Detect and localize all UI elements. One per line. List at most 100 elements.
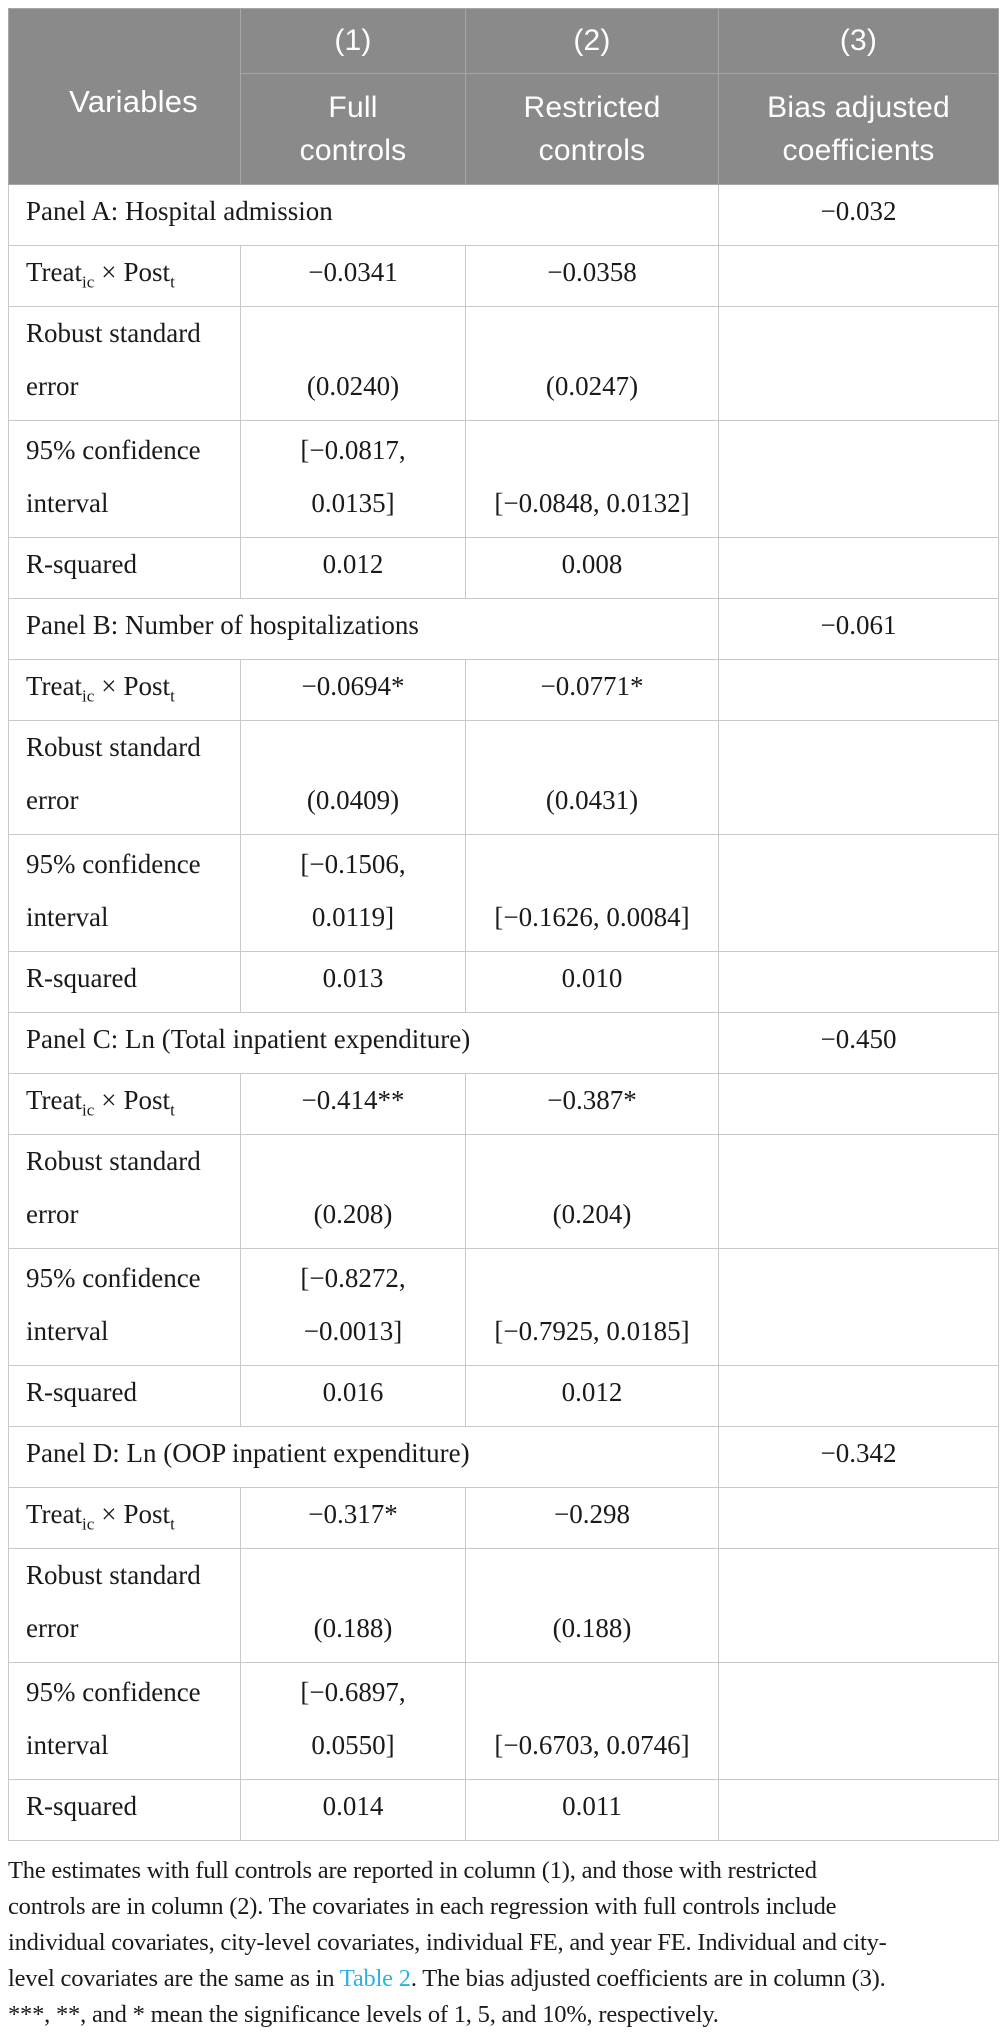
header-col3-number: (3) [718,8,999,74]
robust-se-label-line: error [26,1613,79,1643]
ci-value-line: 0.0135] [311,488,395,518]
panel-c-rsq-col1: 0.016 [240,1365,466,1427]
panel-d-treat-col3 [718,1487,999,1549]
results-table: Variables (1) (2) (3) Full controls Rest… [8,8,999,1841]
panel-d-treat-col1: −0.317* [240,1487,466,1549]
header-label-line: Bias adjusted [767,91,950,124]
panel-a-ci-col3 [718,420,999,538]
multiplication-sign: × [101,671,117,701]
post-subscript: t [170,686,175,706]
treat-subscript: ic [82,686,95,706]
panel-b-ci-col2: [−0.1626, 0.0084] [465,834,719,952]
footnote-text: level covariates are the same as in [8,1965,340,1992]
ci-value-line: [−0.0817, [300,435,406,465]
panel-d-rsq-col2: 0.011 [465,1779,719,1841]
header-row-numbers: Variables (1) (2) (3) [8,8,999,185]
panel-a-treat-col1: −0.0341 [240,245,466,307]
panel-c-robust-col1: (0.208) [240,1134,466,1249]
ci-label: 95% confidence interval [8,1662,241,1780]
panel-d-rsq-row: R-squared 0.014 0.011 [8,1779,999,1841]
panel-b-treat-col1: −0.0694* [240,659,466,721]
table-2-link[interactable]: Table 2 [339,1965,411,1992]
treat-post-label: Treatic × Postt [8,1487,241,1549]
panel-a-rsq-col3 [718,537,999,599]
ci-label-line: interval [26,488,109,518]
rsq-label: R-squared [8,537,241,599]
treat-base: Treat [26,1085,83,1115]
panel-a-treat-row: Treatic × Postt −0.0341 −0.0358 [8,245,999,307]
footnote-line: individual covariates, city-level covari… [8,1929,887,1956]
header-row-labels: Full controls Restricted controls Bias a… [9,73,999,185]
panel-c-ci-col2: [−0.7925, 0.0185] [465,1248,719,1366]
treat-base: Treat [26,671,83,701]
panel-a-treat-col3 [718,245,999,307]
robust-se-label-line: error [26,785,79,815]
panel-d-rsq-col3 [718,1779,999,1841]
panel-c-robust-col2: (0.204) [465,1134,719,1249]
header-col3-label: Bias adjusted coefficients [718,73,999,185]
ci-value-line: [−0.8272, [300,1263,406,1293]
treat-post-label: Treatic × Postt [8,1073,241,1135]
panel-c-ci-col1: [−0.8272, −0.0013] [240,1248,466,1366]
panel-a-robust-col2: (0.0247) [465,306,719,421]
panel-d-robust-col2: (0.188) [465,1548,719,1663]
robust-se-label-line: Robust standard [26,1560,201,1590]
ci-label-line: 95% confidence [26,849,201,879]
panel-c-treat-col2: −0.387* [465,1073,719,1135]
panel-d-ci-col3 [718,1662,999,1780]
panel-b-rsq-col1: 0.013 [240,951,466,1013]
robust-se-label-line: Robust standard [26,318,201,348]
robust-se-label: Robust standard error [8,720,241,835]
panel-b-robust-col1: (0.0409) [240,720,466,835]
panel-b-ci-col1: [−0.1506, 0.0119] [240,834,466,952]
post-base: Post [123,671,171,701]
panel-b-treat-col2: −0.0771* [465,659,719,721]
ci-label-line: 95% confidence [26,1263,201,1293]
treat-post-label: Treatic × Postt [8,245,241,307]
panel-c-rsq-col2: 0.012 [465,1365,719,1427]
ci-value-line: [−0.6897, [300,1677,406,1707]
panel-d-ci-col2: [−0.6703, 0.0746] [465,1662,719,1780]
panel-b-ci-col3 [718,834,999,952]
multiplication-sign: × [101,257,117,287]
footnote-line: The estimates with full controls are rep… [8,1857,817,1884]
multiplication-sign: × [101,1085,117,1115]
panel-c-row: Panel C: Ln (Total inpatient expenditure… [8,1012,999,1074]
robust-se-label-line: error [26,1199,79,1229]
panel-c-rsq-row: R-squared 0.016 0.012 [8,1365,999,1427]
header-label-line: Restricted [523,91,661,124]
panel-b-row: Panel B: Number of hospitalizations −0.0… [8,598,999,660]
panel-c-rsq-col3 [718,1365,999,1427]
panel-b-title: Panel B: Number of hospitalizations [8,598,719,660]
panel-b-treat-row: Treatic × Postt −0.0694* −0.0771* [8,659,999,721]
ci-value-line: [−0.1506, [300,849,406,879]
panel-b-robust-col3 [718,720,999,835]
footnote-line: level covariates are the same as in Tabl… [8,1961,1005,1997]
panel-b-rsq-row: R-squared 0.013 0.010 [8,951,999,1013]
robust-se-label-line: Robust standard [26,1146,201,1176]
panel-a-robust-row: Robust standard error (0.0240) (0.0247) [8,306,999,421]
panel-c-treat-col1: −0.414** [240,1073,466,1135]
ci-value-line: 0.0550] [311,1730,395,1760]
ci-label: 95% confidence interval [8,1248,241,1366]
panel-d-robust-row: Robust standard error (0.188) (0.188) [8,1548,999,1663]
robust-se-label-line: error [26,371,79,401]
panel-c-robust-col3 [718,1134,999,1249]
rsq-label: R-squared [8,1365,241,1427]
robust-se-label: Robust standard error [8,1134,241,1249]
ci-value-line: −0.0013] [303,1316,403,1346]
rsq-label: R-squared [8,1779,241,1841]
panel-d-rsq-col1: 0.014 [240,1779,466,1841]
panel-d-robust-col3 [718,1548,999,1663]
panel-b-bias-adjusted: −0.061 [718,598,999,660]
ci-label: 95% confidence interval [8,834,241,952]
treat-base: Treat [26,1499,83,1529]
panel-b-rsq-col3 [718,951,999,1013]
post-base: Post [123,1085,171,1115]
treat-base: Treat [26,257,83,287]
panel-c-title: Panel C: Ln (Total inpatient expenditure… [8,1012,719,1074]
panel-c-treat-col3 [718,1073,999,1135]
panel-a-robust-col1: (0.0240) [240,306,466,421]
ci-label-line: interval [26,1730,109,1760]
panel-d-bias-adjusted: −0.342 [718,1426,999,1488]
